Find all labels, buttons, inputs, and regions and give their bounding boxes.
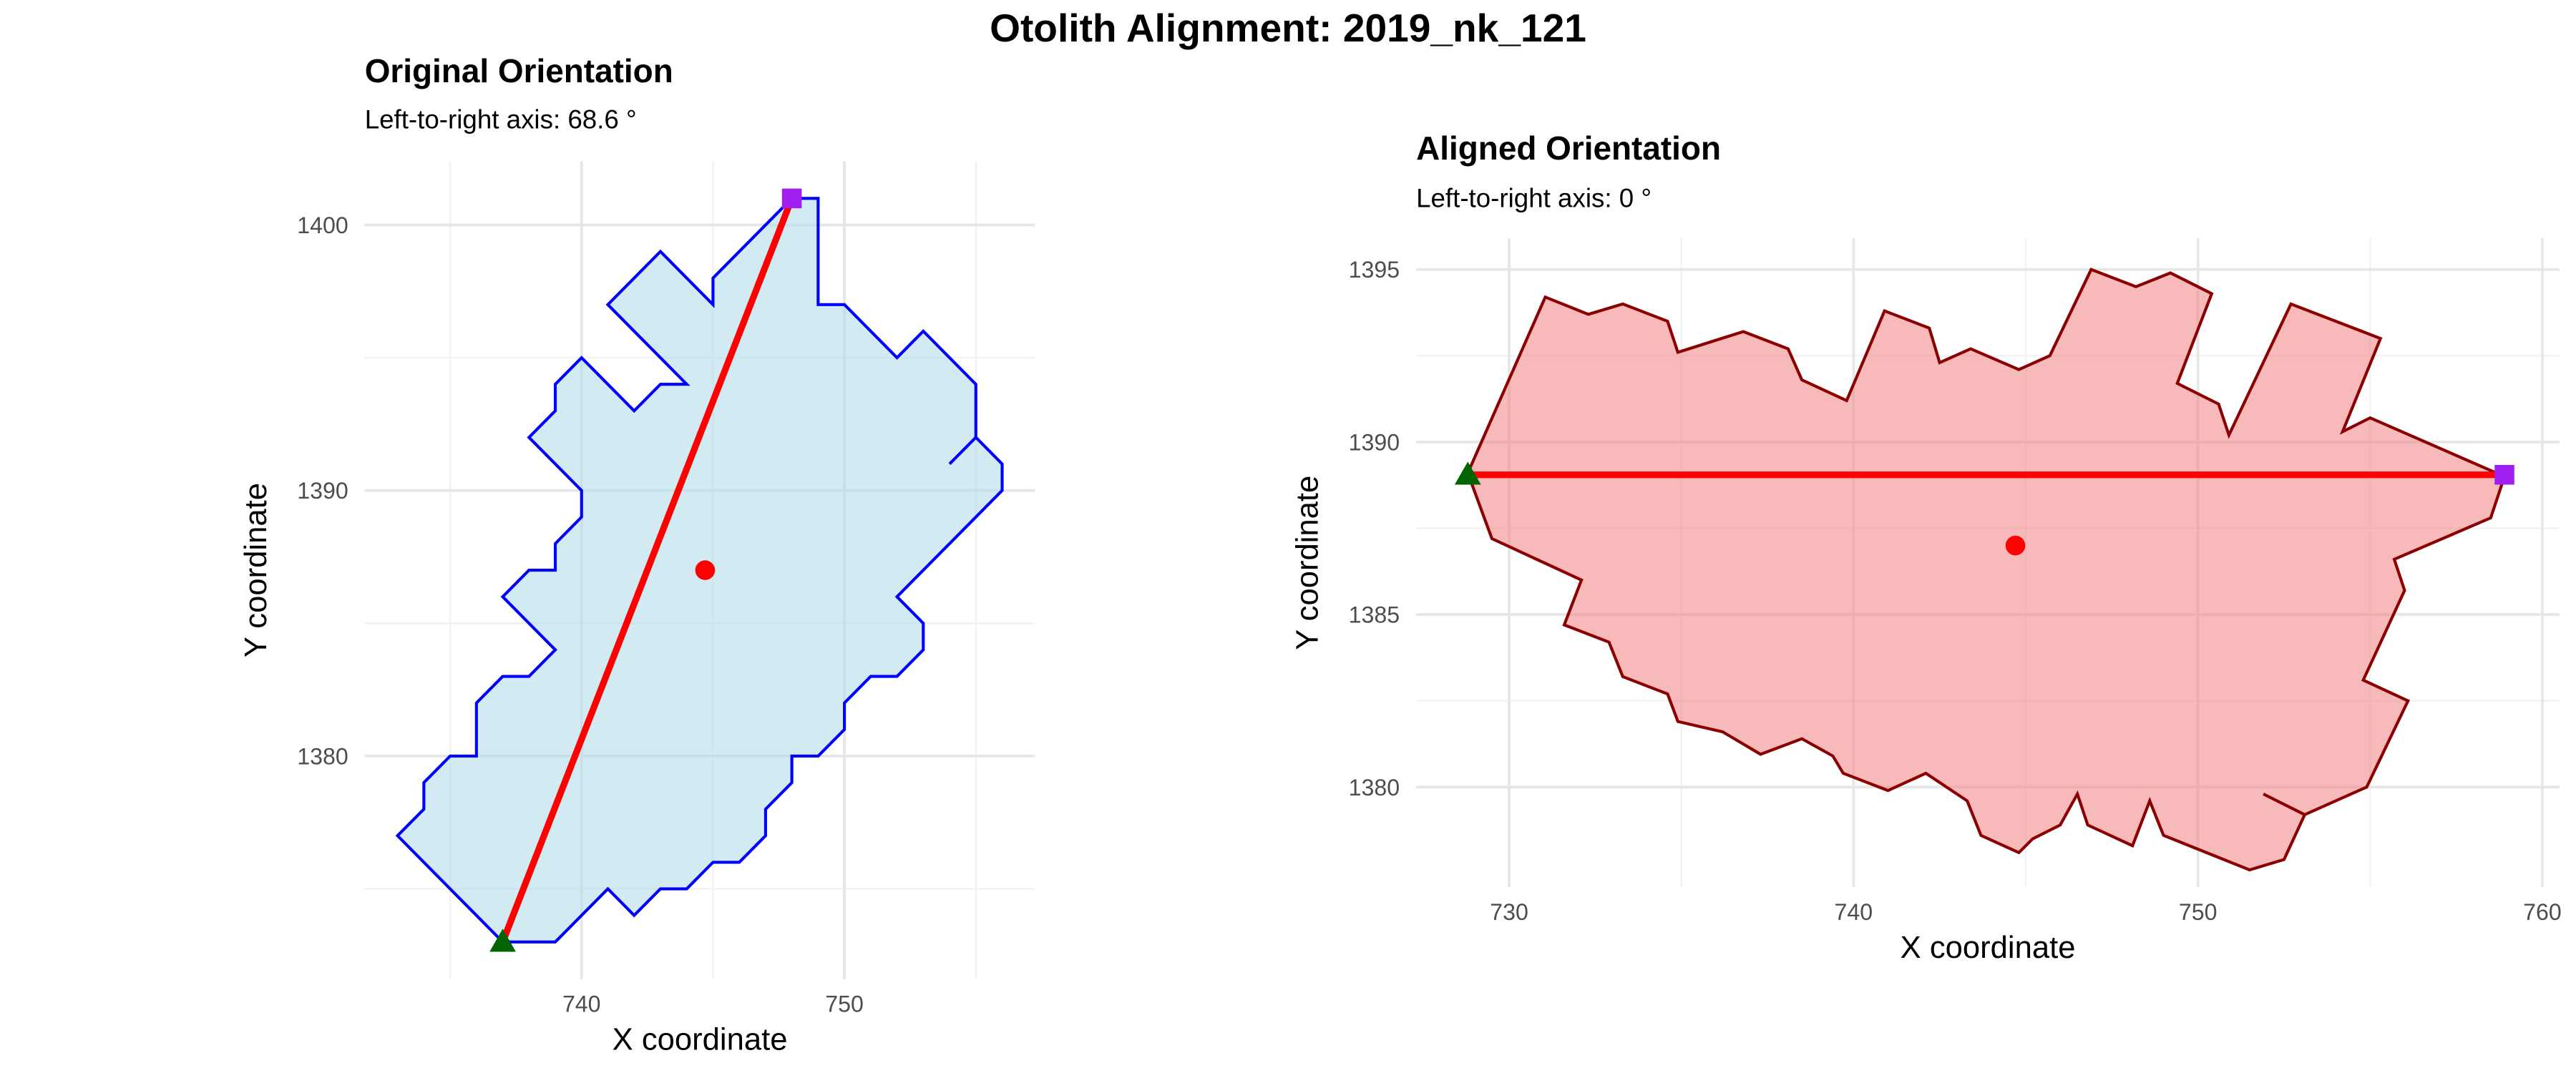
y-tick-label: 1390 xyxy=(297,478,348,504)
y-tick-label: 1395 xyxy=(1349,257,1400,283)
y-axis-label: Y coordinate xyxy=(239,483,273,657)
outline xyxy=(395,197,1004,944)
centroid xyxy=(695,560,716,580)
end-marker xyxy=(781,188,802,209)
x-tick-label: 760 xyxy=(2523,899,2562,925)
outline xyxy=(1466,268,2507,872)
panel-subtitle: Left-to-right axis: 68.6 ° xyxy=(365,104,637,134)
x-tick-label: 750 xyxy=(2179,899,2218,925)
centroid xyxy=(2005,535,2026,556)
end-marker xyxy=(2494,464,2514,485)
x-axis-label: X coordinate xyxy=(613,1022,788,1057)
x-tick-label: 740 xyxy=(562,991,601,1017)
y-tick-label: 1385 xyxy=(1349,602,1400,628)
start-marker xyxy=(489,929,516,952)
x-tick-label: 740 xyxy=(1835,899,1873,925)
x-tick-label: 730 xyxy=(1490,899,1528,925)
x-axis-label: X coordinate xyxy=(1901,931,2076,965)
x-tick-label: 750 xyxy=(825,991,864,1017)
y-tick-label: 1400 xyxy=(297,212,348,238)
panel-title: Aligned Orientation xyxy=(1416,129,1721,167)
y-tick-label: 1390 xyxy=(1349,429,1400,455)
y-tick-label: 1380 xyxy=(297,743,348,769)
start-marker xyxy=(1454,461,1481,485)
outline-fill xyxy=(1468,269,2505,871)
panel-subtitle: Left-to-right axis: 0 ° xyxy=(1416,184,1652,213)
figure-title: Otolith Alignment: 2019_nk_121 xyxy=(990,6,1586,50)
y-axis-label: Y coordinate xyxy=(1290,476,1324,650)
axis-line xyxy=(499,197,795,944)
y-tick-label: 1380 xyxy=(1349,775,1400,800)
panel-title: Original Orientation xyxy=(365,52,673,89)
